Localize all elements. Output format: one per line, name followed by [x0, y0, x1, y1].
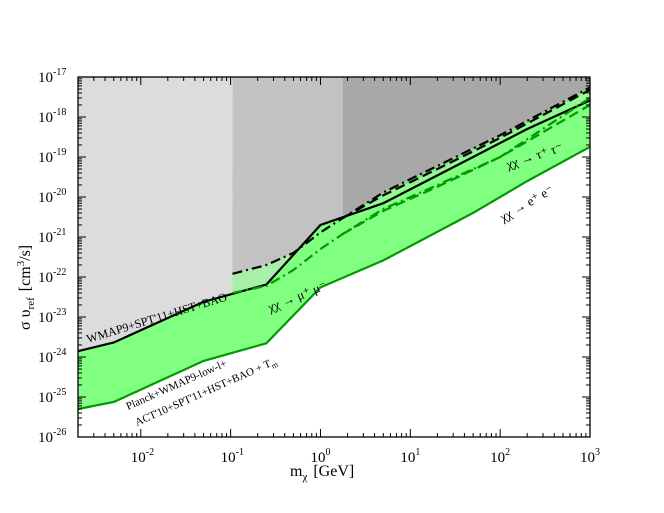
y-tick-label: 10-19: [38, 147, 66, 166]
y-tick-label: 10-18: [38, 107, 66, 126]
x-tick-label: 10-1: [221, 447, 244, 466]
x-tick-label: 103: [580, 447, 600, 466]
series-line-0: [77, 99, 591, 353]
series-line-2: [342, 88, 591, 219]
y-tick-label: 10-26: [38, 427, 66, 446]
x-tick-label: 100: [310, 447, 330, 466]
y-tick-label: 10-17: [38, 67, 66, 86]
x-tick-label: 101: [400, 447, 420, 466]
axes: [77, 76, 591, 438]
y-tick-label: 10-21: [38, 227, 66, 246]
tick-labels: 10-2 10-1 100 101 102 103 10-26 10-25 10-24 10-23…: [38, 67, 600, 466]
series-line-3: [77, 145, 591, 411]
limit-lines: [77, 86, 591, 411]
plot-frame: [77, 76, 591, 438]
y-tick-label: 10-22: [38, 267, 66, 286]
y-tick-label: 10-24: [38, 347, 66, 366]
band-e+e-: [78, 100, 590, 410]
y-tick-label: 10-23: [38, 307, 66, 326]
y-tick-label: 10-25: [38, 387, 66, 406]
band-tau+tau-: [343, 89, 590, 234]
x-tick-label: 10-2: [131, 447, 154, 466]
x-axis-label: mχ [GeV]: [290, 463, 354, 483]
y-axis-label: σ υref[cm3/s]: [15, 245, 37, 330]
allowed-bands: [78, 87, 590, 410]
tick-marks: [77, 77, 591, 438]
y-tick-label: 10-20: [38, 187, 66, 206]
series-line-5: [342, 104, 591, 235]
x-tick-label: 102: [490, 447, 510, 466]
